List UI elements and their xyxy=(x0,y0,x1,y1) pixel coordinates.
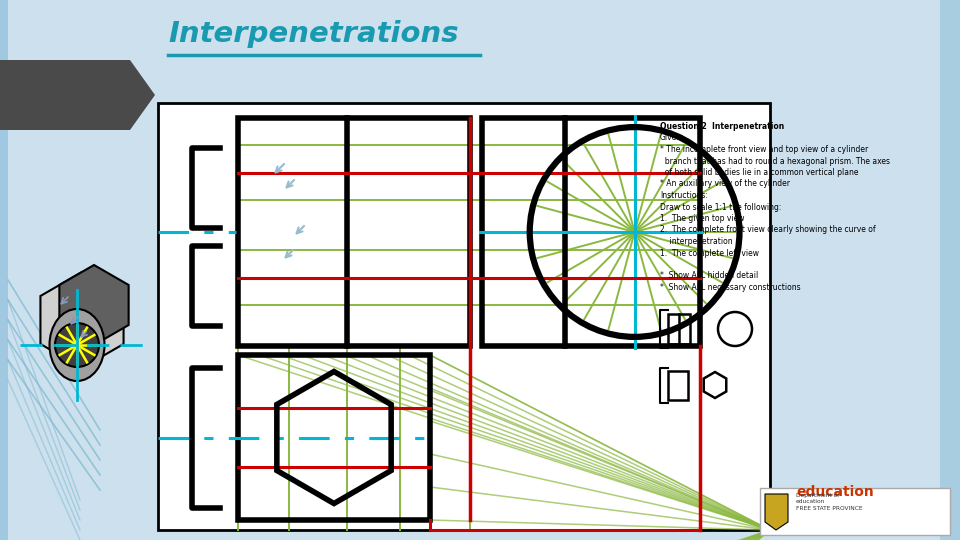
Bar xyxy=(0,0,8,540)
Bar xyxy=(238,118,470,346)
Polygon shape xyxy=(40,272,124,368)
Text: *  Show ALL hidden detail: * Show ALL hidden detail xyxy=(660,272,758,280)
Text: interpenetration: interpenetration xyxy=(660,237,732,246)
Text: 2.  The complete front view clearly showing the curve of: 2. The complete front view clearly showi… xyxy=(660,226,876,234)
Polygon shape xyxy=(765,494,788,530)
Polygon shape xyxy=(60,265,129,345)
Text: *  Show ALL necessary constructions: * Show ALL necessary constructions xyxy=(660,283,801,292)
Text: Instructions:: Instructions: xyxy=(660,191,708,200)
Text: * The incomplete front view and top view of a cylinder: * The incomplete front view and top view… xyxy=(660,145,868,154)
Bar xyxy=(668,314,690,344)
Text: Interpenetrations: Interpenetrations xyxy=(168,20,459,48)
Text: of both solid bodies lie in a common vertical plane: of both solid bodies lie in a common ver… xyxy=(660,168,858,177)
Text: Department of
education
FREE STATE PROVINCE: Department of education FREE STATE PROVI… xyxy=(796,493,863,511)
Text: 1.  The given top view: 1. The given top view xyxy=(660,214,745,223)
Bar xyxy=(482,118,700,346)
Text: * An auxiliary view of the cylinder: * An auxiliary view of the cylinder xyxy=(660,179,790,188)
Ellipse shape xyxy=(50,309,105,381)
Text: education: education xyxy=(796,485,874,499)
Bar xyxy=(238,355,430,520)
Polygon shape xyxy=(0,60,155,130)
Text: 1.  The complete left view: 1. The complete left view xyxy=(660,248,759,258)
Text: Question 2  Interpenetration: Question 2 Interpenetration xyxy=(660,122,784,131)
Bar xyxy=(158,103,770,530)
Text: Draw to scale 1:1 the following:: Draw to scale 1:1 the following: xyxy=(660,202,781,212)
Bar xyxy=(760,488,950,535)
Circle shape xyxy=(55,323,99,367)
Bar xyxy=(668,371,688,400)
Text: Given:: Given: xyxy=(660,133,684,143)
Text: branch that has had to round a hexagonal prism. The axes: branch that has had to round a hexagonal… xyxy=(660,157,890,165)
Bar xyxy=(940,0,960,540)
